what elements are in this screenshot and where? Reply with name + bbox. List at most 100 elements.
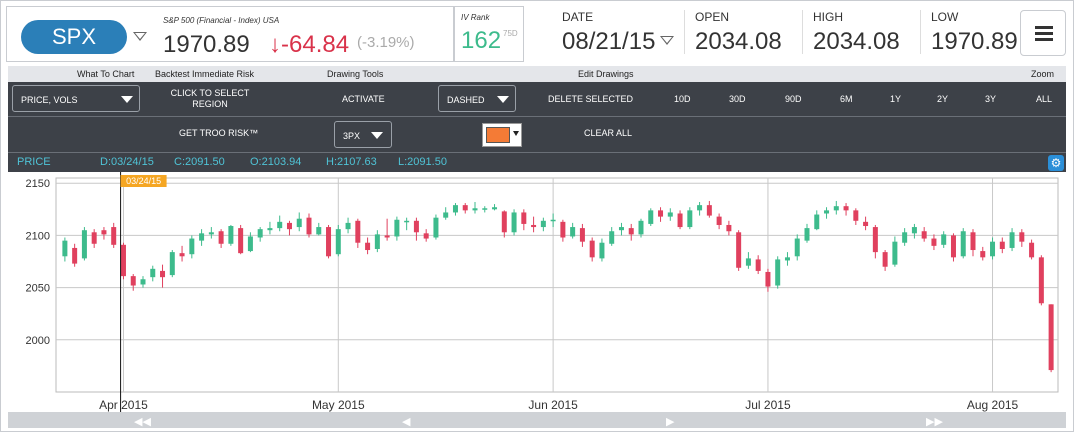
- clear-all-button[interactable]: CLEAR ALL: [584, 128, 633, 138]
- candle-body: [238, 228, 244, 254]
- x-tick-label: May 2015: [312, 398, 365, 412]
- candle-body: [413, 220, 419, 233]
- divider: [8, 116, 1066, 117]
- candle-body: [960, 231, 966, 257]
- hamburger-icon: [1035, 38, 1053, 41]
- candle-body: [169, 252, 175, 276]
- candle-body: [765, 271, 771, 287]
- candle-body: [365, 242, 371, 251]
- candle-body: [81, 230, 87, 259]
- zoom-90d[interactable]: 90D: [785, 94, 802, 104]
- y-tick-label: 2000: [26, 335, 50, 347]
- candle-body: [902, 232, 908, 243]
- candle-body: [911, 227, 917, 234]
- date-value[interactable]: 08/21/15: [562, 28, 656, 55]
- candle-body: [677, 213, 683, 228]
- menu-button[interactable]: [1020, 10, 1066, 56]
- zoom-30d[interactable]: 30D: [729, 94, 746, 104]
- chart-type-select[interactable]: PRICE, VOLS: [12, 85, 140, 112]
- candle-body: [472, 208, 478, 211]
- candle-body: [247, 236, 253, 252]
- candle-body: [814, 214, 820, 230]
- candle-body: [120, 244, 126, 277]
- divider: [8, 152, 1066, 153]
- candle-body: [511, 212, 517, 233]
- candle-body: [648, 210, 654, 224]
- open-value: 2034.08: [695, 28, 782, 55]
- zoom-3y[interactable]: 3Y: [985, 94, 997, 104]
- zoom-1y[interactable]: 1Y: [890, 94, 902, 104]
- chevron-down-icon: [121, 96, 133, 103]
- chart-scrollbar[interactable]: ◀◀ ◀ ▶ ▶▶: [8, 412, 1066, 428]
- candle-body: [931, 238, 937, 246]
- chevron-down-icon: [513, 131, 519, 136]
- chart-svg[interactable]: 2150 2100 2050 2000 Apr 2015 May 2015 Jun 2015…: [8, 172, 1066, 412]
- line-width-select[interactable]: 3PX: [334, 121, 392, 148]
- price-change-percent: (-3.19%): [357, 34, 415, 51]
- x-tick-label: Aug 2015: [967, 398, 1019, 412]
- candle-body: [111, 227, 117, 245]
- y-tick-label: 2150: [26, 178, 50, 190]
- open-label: OPEN: [695, 10, 730, 24]
- candle-body: [667, 212, 673, 217]
- scroll-left-icon[interactable]: ◀: [402, 416, 411, 428]
- low-stat: LOW 1970.89: [931, 10, 1018, 56]
- candle-body: [618, 227, 624, 231]
- candle-body: [433, 217, 439, 238]
- chevron-down-icon: [497, 96, 509, 103]
- candle-body: [804, 228, 810, 241]
- zoom-10d[interactable]: 10D: [674, 94, 691, 104]
- high-stat: HIGH 2034.08: [813, 10, 900, 56]
- candle-body: [208, 232, 214, 235]
- toolbar-row-1: PRICE, VOLS CLICK TO SELECT REGION ACTIV…: [8, 82, 1066, 116]
- price-label: PRICE: [17, 156, 51, 168]
- candle-body: [335, 229, 341, 255]
- line-style-select[interactable]: DASHED: [438, 85, 516, 112]
- delete-selected-button[interactable]: DELETE SELECTED: [548, 94, 634, 104]
- candle-body: [745, 258, 751, 266]
- x-tick-label: Jul 2015: [745, 398, 791, 412]
- candle-body: [452, 205, 458, 213]
- candle-body: [863, 221, 869, 227]
- line-style-value: DASHED: [447, 95, 485, 105]
- candle-body: [179, 253, 185, 257]
- get-troo-risk-button[interactable]: GET TROO RISK™: [179, 128, 259, 138]
- chevron-down-icon: [371, 132, 383, 139]
- color-picker[interactable]: [482, 123, 522, 147]
- price-change: ↓-64.84: [269, 31, 350, 58]
- candle-body: [482, 208, 488, 210]
- candle-body: [892, 241, 898, 265]
- zoom-6m[interactable]: 6M: [840, 94, 853, 104]
- candle-body: [345, 222, 351, 230]
- candle-body: [140, 279, 146, 285]
- info-close: C:2091.50: [174, 156, 225, 168]
- info-date: D:03/24/15: [100, 156, 154, 168]
- select-region-button[interactable]: CLICK TO SELECT REGION: [170, 88, 250, 109]
- price-chart[interactable]: 2150 2100 2050 2000 Apr 2015 May 2015 Jun 2015…: [8, 172, 1066, 412]
- candle-body: [941, 234, 947, 245]
- x-tick-label: Apr 2015: [99, 398, 148, 412]
- candle-body: [443, 212, 449, 218]
- candle-body: [599, 242, 605, 259]
- high-value: 2034.08: [813, 28, 900, 55]
- scroll-far-right-icon[interactable]: ▶▶: [926, 416, 943, 428]
- chevron-down-icon[interactable]: [133, 32, 147, 41]
- candle-body: [589, 240, 595, 258]
- symbol-description: S&P 500 (Financial - Index) USA: [163, 16, 280, 25]
- chevron-down-icon[interactable]: [660, 36, 674, 45]
- candle-body: [784, 257, 790, 261]
- zoom-2y[interactable]: 2Y: [937, 94, 949, 104]
- ticker-panel: SPX S&P 500 (Financial - Index) USA 1970…: [6, 6, 454, 62]
- date-stat[interactable]: DATE 08/21/15: [562, 10, 655, 56]
- zoom-all[interactable]: ALL: [1036, 94, 1053, 104]
- gear-icon[interactable]: ⚙: [1048, 155, 1064, 171]
- candle-body: [1019, 232, 1025, 242]
- candle-body: [501, 211, 507, 233]
- candle-body: [687, 210, 693, 228]
- activate-button[interactable]: ACTIVATE: [342, 94, 385, 104]
- symbol-button[interactable]: SPX: [21, 20, 127, 54]
- candle-body: [726, 224, 732, 232]
- scroll-right-icon[interactable]: ▶: [666, 416, 675, 428]
- scroll-far-left-icon[interactable]: ◀◀: [134, 416, 151, 428]
- candle-body: [257, 229, 263, 238]
